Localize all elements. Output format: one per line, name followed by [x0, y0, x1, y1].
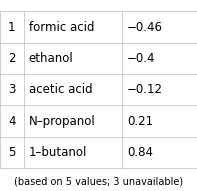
Text: −0.46: −0.46 — [127, 21, 163, 34]
Text: 4: 4 — [8, 115, 16, 128]
Text: −0.12: −0.12 — [127, 83, 163, 96]
Text: 0.21: 0.21 — [127, 115, 153, 128]
Text: 5: 5 — [8, 146, 16, 159]
Text: 1–butanol: 1–butanol — [29, 146, 87, 159]
Text: 1: 1 — [8, 21, 16, 34]
Text: acetic acid: acetic acid — [29, 83, 92, 96]
Text: (based on 5 values; 3 unavailable): (based on 5 values; 3 unavailable) — [14, 176, 183, 186]
Text: 3: 3 — [8, 83, 16, 96]
Text: −0.4: −0.4 — [127, 52, 156, 65]
Text: N–propanol: N–propanol — [29, 115, 95, 128]
Text: ethanol: ethanol — [29, 52, 73, 65]
Text: 2: 2 — [8, 52, 16, 65]
Text: formic acid: formic acid — [29, 21, 94, 34]
Text: 0.84: 0.84 — [127, 146, 153, 159]
